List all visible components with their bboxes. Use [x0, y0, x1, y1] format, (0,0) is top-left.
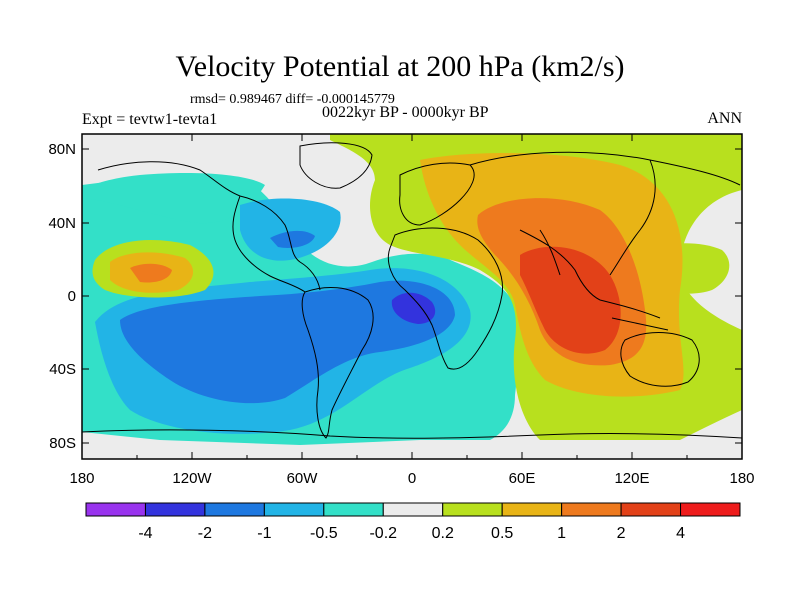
fill-blue [120, 280, 455, 404]
colorbar-label: 2 [617, 525, 626, 542]
coastlines [82, 142, 742, 439]
colorbar-swatch [85, 502, 146, 517]
experiment-label: Expt = tevtw1-tevta1 [82, 111, 218, 128]
y-tick-label: 40S [49, 361, 76, 378]
colorbar-swatch [620, 502, 682, 517]
colorbar-label: -4 [138, 525, 152, 542]
x-axis: 180 120W 60W 0 60E 120E 180 [69, 134, 755, 487]
x-tick-label: 60E [509, 470, 536, 487]
coast-greenland [299, 142, 373, 189]
colorbar-swatch [382, 502, 444, 517]
fill-darkorange-pacific [130, 263, 172, 283]
colorbar-swatch [323, 502, 384, 517]
colorbar-label: -2 [198, 525, 212, 542]
colorbar-label: -1 [257, 525, 271, 542]
fill-darkblue [391, 292, 436, 324]
y-tick-label: 40N [48, 215, 76, 232]
colorbar: -4 -2 -1 -0.5 -0.2 0.2 0.5 1 2 4 [85, 502, 741, 542]
fill-cyan-pacific-north [82, 173, 265, 224]
coast-europe [399, 162, 475, 226]
colorbar-swatch [263, 502, 325, 517]
colorbar-swatch [680, 502, 741, 517]
y-axis: 80N 40N 0 40S 80S [48, 141, 742, 452]
colorbar-label: -0.5 [310, 525, 338, 542]
coast-north-america [97, 161, 321, 293]
x-tick-label: 180 [69, 470, 94, 487]
colorbar-label: 0.5 [491, 525, 513, 542]
y-tick-label: 80S [49, 435, 76, 452]
x-tick-label: 120W [172, 470, 212, 487]
y-tick-label: 80N [48, 141, 76, 158]
colorbar-swatch [501, 502, 563, 517]
colorbar-swatch [442, 502, 503, 517]
chart-title: Velocity Potential at 200 hPa (km2/s) [175, 50, 625, 83]
colorbar-swatch [144, 502, 206, 517]
fill-blue-north [270, 230, 315, 248]
x-tick-label: 60W [287, 470, 319, 487]
colorbar-label: 1 [557, 525, 566, 542]
coast-australia [620, 332, 700, 387]
x-tick-label: 120E [614, 470, 649, 487]
fill-redorange [520, 246, 621, 354]
y-tick-label: 0 [68, 288, 76, 305]
period-label: 0022kyr BP - 0000kyr BP [322, 104, 489, 121]
coast-south-america [301, 287, 374, 439]
x-tick-label: 0 [408, 470, 416, 487]
coast-antarctica [82, 429, 742, 439]
colorbar-swatch [204, 502, 265, 517]
colorbar-label: 0.2 [432, 525, 454, 542]
colorbar-label: 4 [676, 525, 685, 542]
coast-asia [469, 151, 741, 301]
x-tick-label: 180 [729, 470, 754, 487]
fill-lightblue-north [240, 198, 341, 261]
coast-indonesia [599, 299, 669, 331]
coast-africa [387, 227, 504, 370]
colorbar-swatch [561, 502, 622, 517]
season-label: ANN [707, 110, 742, 127]
colorbar-label: -0.2 [369, 525, 397, 542]
stats-label: rmsd= 0.989467 diff= -0.000145779 [190, 92, 395, 107]
